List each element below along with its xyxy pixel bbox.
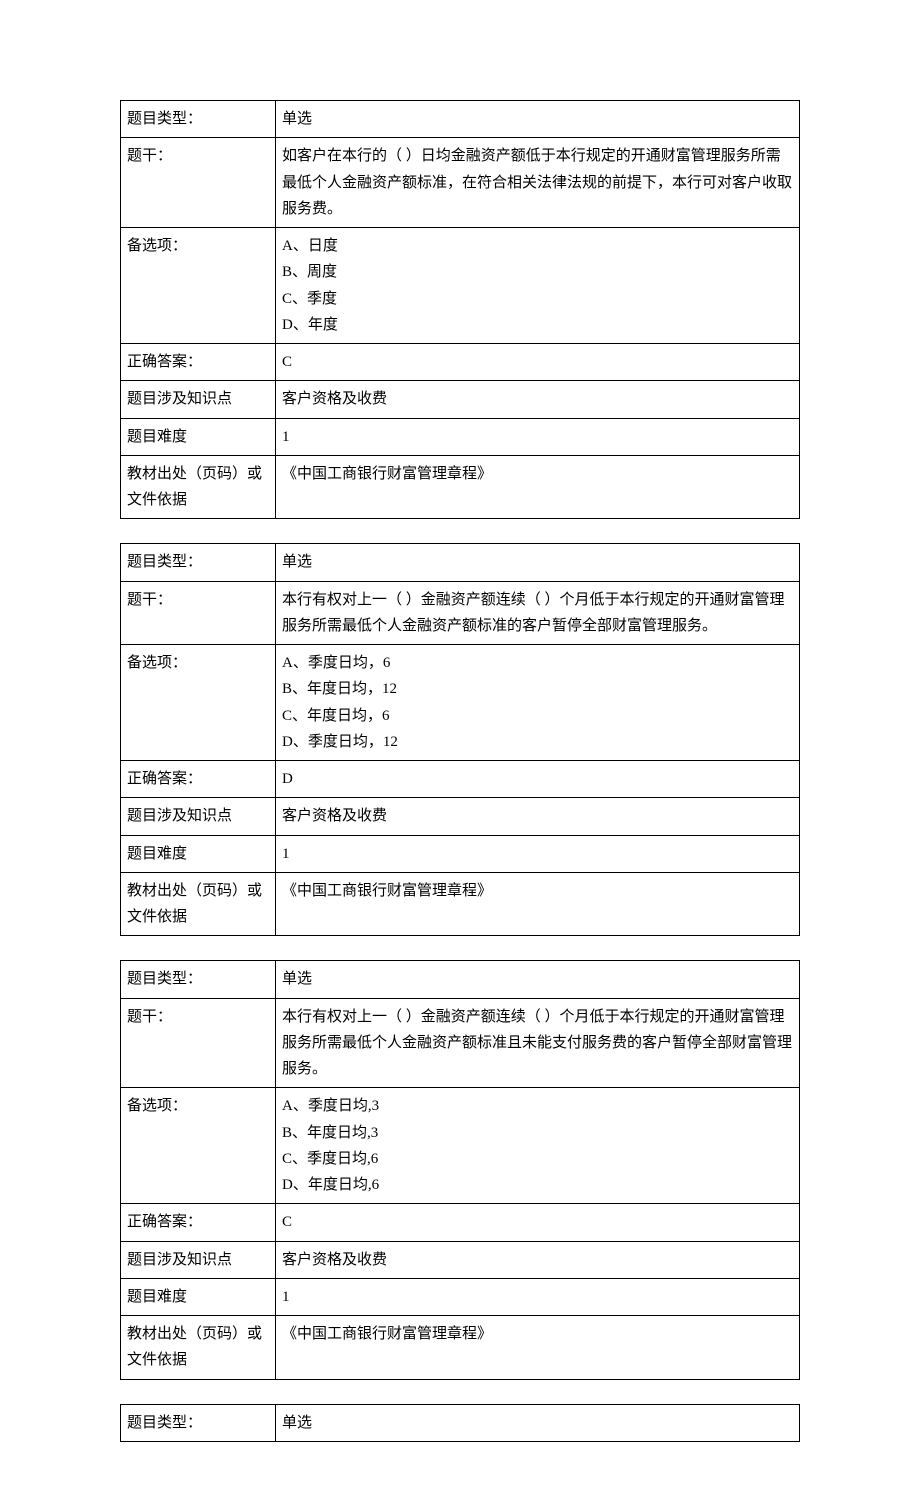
option-c: C、季度	[282, 286, 793, 312]
row-source: 教材出处（页码）或文件依据 《中国工商银行财富管理章程》	[121, 1316, 800, 1380]
label-stem: 题干：	[121, 138, 276, 228]
label-knowledge: 题目涉及知识点	[121, 798, 276, 835]
row-stem: 题干： 本行有权对上一（ ）金融资产额连续（ ）个月低于本行规定的开通财富管理服…	[121, 998, 800, 1088]
row-knowledge: 题目涉及知识点 客户资格及收费	[121, 381, 800, 418]
label-difficulty: 题目难度	[121, 1278, 276, 1315]
row-options: 备选项： A、日度 B、周度 C、季度 D、年度	[121, 228, 800, 344]
value-difficulty: 1	[276, 418, 800, 455]
row-type: 题目类型： 单选	[121, 961, 800, 998]
value-stem: 本行有权对上一（ ）金融资产额连续（ ）个月低于本行规定的开通财富管理服务所需最…	[276, 998, 800, 1088]
label-difficulty: 题目难度	[121, 835, 276, 872]
value-options: A、季度日均，6 B、年度日均，12 C、年度日均，6 D、季度日均，12	[276, 645, 800, 761]
option-d: D、年度日均,6	[282, 1172, 793, 1198]
label-type: 题目类型：	[121, 101, 276, 138]
option-a: A、季度日均，6	[282, 650, 793, 676]
row-type: 题目类型： 单选	[121, 101, 800, 138]
value-options: A、季度日均,3 B、年度日均,3 C、季度日均,6 D、年度日均,6	[276, 1088, 800, 1204]
value-stem: 本行有权对上一（ ）金融资产额连续（ ）个月低于本行规定的开通财富管理服务所需最…	[276, 581, 800, 645]
option-a: A、季度日均,3	[282, 1093, 793, 1119]
value-source: 《中国工商银行财富管理章程》	[276, 1316, 800, 1380]
row-stem: 题干： 如客户在本行的（ ）日均金融资产额低于本行规定的开通财富管理服务所需最低…	[121, 138, 800, 228]
row-options: 备选项： A、季度日均，6 B、年度日均，12 C、年度日均，6 D、季度日均，…	[121, 645, 800, 761]
option-b: B、周度	[282, 259, 793, 285]
label-knowledge: 题目涉及知识点	[121, 381, 276, 418]
option-d: D、年度	[282, 312, 793, 338]
value-answer: C	[276, 1204, 800, 1241]
label-type: 题目类型：	[121, 961, 276, 998]
row-answer: 正确答案： C	[121, 344, 800, 381]
option-c: C、季度日均,6	[282, 1146, 793, 1172]
label-knowledge: 题目涉及知识点	[121, 1241, 276, 1278]
value-type: 单选	[276, 961, 800, 998]
value-knowledge: 客户资格及收费	[276, 1241, 800, 1278]
value-answer: C	[276, 344, 800, 381]
value-options: A、日度 B、周度 C、季度 D、年度	[276, 228, 800, 344]
label-stem: 题干：	[121, 581, 276, 645]
label-type: 题目类型：	[121, 1404, 276, 1441]
question-table-1: 题目类型： 单选 题干： 如客户在本行的（ ）日均金融资产额低于本行规定的开通财…	[120, 100, 800, 519]
label-answer: 正确答案：	[121, 344, 276, 381]
value-source: 《中国工商银行财富管理章程》	[276, 455, 800, 519]
value-difficulty: 1	[276, 1278, 800, 1315]
value-type: 单选	[276, 1404, 800, 1441]
value-knowledge: 客户资格及收费	[276, 798, 800, 835]
value-knowledge: 客户资格及收费	[276, 381, 800, 418]
value-stem: 如客户在本行的（ ）日均金融资产额低于本行规定的开通财富管理服务所需最低个人金融…	[276, 138, 800, 228]
row-difficulty: 题目难度 1	[121, 1278, 800, 1315]
row-answer: 正确答案： D	[121, 761, 800, 798]
row-source: 教材出处（页码）或文件依据 《中国工商银行财富管理章程》	[121, 455, 800, 519]
option-d: D、季度日均，12	[282, 729, 793, 755]
label-options: 备选项：	[121, 228, 276, 344]
value-type: 单选	[276, 101, 800, 138]
question-table-4-partial: 题目类型： 单选	[120, 1404, 800, 1442]
row-source: 教材出处（页码）或文件依据 《中国工商银行财富管理章程》	[121, 872, 800, 936]
question-table-2: 题目类型： 单选 题干： 本行有权对上一（ ）金融资产额连续（ ）个月低于本行规…	[120, 543, 800, 936]
row-answer: 正确答案： C	[121, 1204, 800, 1241]
label-source: 教材出处（页码）或文件依据	[121, 455, 276, 519]
row-knowledge: 题目涉及知识点 客户资格及收费	[121, 798, 800, 835]
question-table-3: 题目类型： 单选 题干： 本行有权对上一（ ）金融资产额连续（ ）个月低于本行规…	[120, 960, 800, 1379]
row-difficulty: 题目难度 1	[121, 835, 800, 872]
label-answer: 正确答案：	[121, 761, 276, 798]
label-answer: 正确答案：	[121, 1204, 276, 1241]
value-difficulty: 1	[276, 835, 800, 872]
row-difficulty: 题目难度 1	[121, 418, 800, 455]
label-difficulty: 题目难度	[121, 418, 276, 455]
option-c: C、年度日均，6	[282, 703, 793, 729]
label-type: 题目类型：	[121, 544, 276, 581]
label-source: 教材出处（页码）或文件依据	[121, 872, 276, 936]
label-options: 备选项：	[121, 645, 276, 761]
row-knowledge: 题目涉及知识点 客户资格及收费	[121, 1241, 800, 1278]
label-options: 备选项：	[121, 1088, 276, 1204]
value-type: 单选	[276, 544, 800, 581]
option-b: B、年度日均，12	[282, 676, 793, 702]
row-stem: 题干： 本行有权对上一（ ）金融资产额连续（ ）个月低于本行规定的开通财富管理服…	[121, 581, 800, 645]
row-options: 备选项： A、季度日均,3 B、年度日均,3 C、季度日均,6 D、年度日均,6	[121, 1088, 800, 1204]
value-source: 《中国工商银行财富管理章程》	[276, 872, 800, 936]
option-a: A、日度	[282, 233, 793, 259]
value-answer: D	[276, 761, 800, 798]
label-source: 教材出处（页码）或文件依据	[121, 1316, 276, 1380]
row-type: 题目类型： 单选	[121, 1404, 800, 1441]
row-type: 题目类型： 单选	[121, 544, 800, 581]
option-b: B、年度日均,3	[282, 1120, 793, 1146]
label-stem: 题干：	[121, 998, 276, 1088]
